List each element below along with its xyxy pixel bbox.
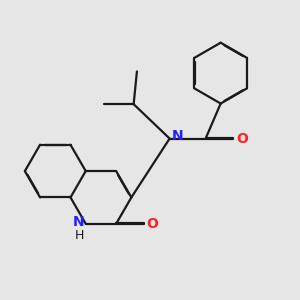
Text: O: O [236,131,248,146]
Text: N: N [172,129,184,143]
Text: H: H [75,229,84,242]
Text: N: N [73,215,84,229]
Text: O: O [147,217,158,231]
